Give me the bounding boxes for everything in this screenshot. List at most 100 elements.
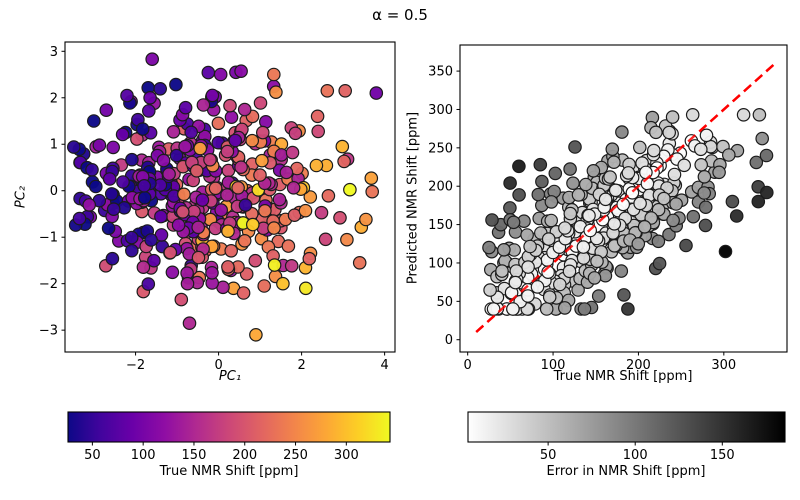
scatter-point	[284, 258, 299, 273]
scatter-point	[563, 206, 578, 221]
scatter-point	[576, 240, 591, 254]
y-tick-label: 250	[428, 141, 453, 156]
scatter-point	[106, 140, 120, 155]
scatter-point	[309, 158, 324, 173]
scatter-point	[509, 264, 524, 278]
scatter-point	[191, 250, 206, 265]
y-tick-label: 2	[50, 91, 58, 106]
y-tick-label: 350	[428, 65, 453, 80]
scatter-point	[72, 211, 87, 226]
scatter-point	[191, 220, 205, 235]
scatter-point	[586, 164, 601, 178]
scatter-point	[607, 217, 622, 231]
scatter-point	[156, 153, 171, 168]
scatter-point	[508, 275, 523, 290]
scatter-point	[92, 138, 107, 152]
scatter-point	[177, 187, 191, 202]
y-tick-label: 200	[428, 180, 453, 195]
scatter-point	[285, 145, 300, 160]
axis-ticks: −2 0 2 4 −3 −2 −1 0 1 2 3	[39, 45, 389, 373]
scatter-point	[759, 185, 774, 200]
scatter-point	[617, 288, 631, 302]
scatter-point	[485, 213, 499, 227]
scatter-point	[211, 116, 226, 131]
scatter-point	[255, 153, 269, 168]
scatter-point	[221, 260, 235, 274]
scatter-point	[286, 181, 301, 195]
scatter-point	[577, 302, 592, 316]
scatter-point	[364, 171, 379, 185]
scatter-point	[679, 238, 693, 253]
scatter-point	[582, 208, 596, 223]
scatter-point	[531, 187, 546, 202]
scatter-point	[67, 140, 81, 154]
axes-frame	[459, 44, 788, 353]
colorbar-gradient	[467, 411, 786, 443]
identity-line-overlay	[475, 60, 778, 333]
scatter-point	[721, 148, 736, 162]
scatter-point	[662, 125, 676, 140]
scatter-point	[203, 153, 217, 167]
scatter-point	[269, 85, 283, 99]
scatter-point	[246, 217, 260, 232]
scatter-point	[697, 186, 711, 200]
scatter-point	[544, 213, 558, 228]
scatter-point	[632, 140, 647, 155]
scatter-point	[646, 143, 661, 158]
scatter-point	[544, 195, 559, 209]
scatter-point	[666, 213, 680, 228]
scatter-point	[571, 188, 586, 202]
left-colorbar-label: True NMR Shift [ppm]	[159, 464, 299, 479]
scatter-point	[257, 279, 271, 293]
scatter-point	[248, 253, 263, 268]
scatter-point	[220, 188, 234, 202]
scatter-point	[669, 197, 683, 211]
scatter-point	[137, 179, 151, 193]
x-tick-label: 2	[297, 358, 305, 373]
scatter-point	[693, 142, 708, 157]
scatter-point	[195, 193, 210, 207]
x-tick-label: −2	[126, 358, 145, 373]
y-tick-label: −3	[39, 324, 58, 339]
scatter-point	[221, 224, 235, 238]
scatter-point	[685, 108, 700, 122]
left-xaxis-label: PC₁	[218, 369, 242, 384]
scatter-point	[298, 203, 313, 218]
scatter-point	[320, 84, 335, 98]
scatter-point	[318, 232, 333, 247]
scatter-point	[558, 221, 572, 235]
scatter-point	[87, 114, 101, 128]
scatter-point	[238, 198, 253, 212]
panel-pca: −2 0 2 4 −3 −2 −1 0 1 2 3 50 100 150 200 250 300	[39, 41, 396, 463]
x-tick-label: 100	[541, 358, 566, 373]
scatter-point	[82, 198, 96, 212]
scatter-point	[125, 152, 139, 167]
scatter-point	[752, 108, 767, 122]
scatter-point	[120, 88, 134, 103]
scatter-point	[85, 163, 99, 177]
scatter-point	[503, 176, 517, 190]
scatter-point	[651, 234, 666, 249]
scatter-point	[253, 168, 267, 182]
scatter-point	[115, 127, 130, 142]
scatter-point	[697, 170, 712, 184]
scatter-point	[486, 302, 501, 316]
axis-ticks: 0 100 200 300 0 50 100 150 200 250 300 350	[428, 65, 736, 373]
scatter-point	[615, 125, 629, 139]
scatter-point	[523, 239, 537, 254]
scatter-point	[178, 100, 193, 115]
scatter-point	[614, 264, 629, 278]
scatter-point	[178, 139, 192, 154]
colorbar-parity: 50 100 150	[467, 411, 786, 463]
scatter-point	[541, 232, 556, 246]
scatter-point	[563, 162, 577, 176]
scatter-point	[224, 110, 239, 124]
colorbar-gradient	[67, 411, 391, 443]
scatter-point	[208, 221, 223, 236]
scatter-point	[234, 160, 248, 174]
scatter-point	[116, 175, 130, 189]
scatter-point	[288, 126, 303, 141]
x-tick-label: 300	[711, 358, 736, 373]
scatter-point	[162, 167, 176, 181]
